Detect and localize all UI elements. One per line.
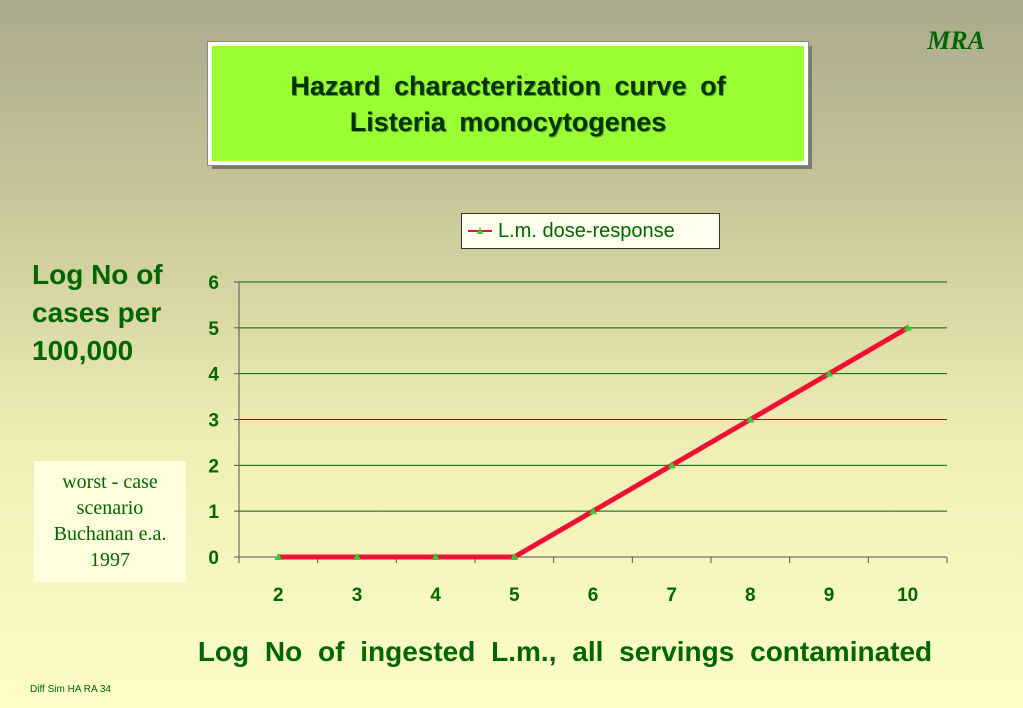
y-tick-label: 0 — [208, 548, 219, 569]
data-point — [274, 553, 283, 560]
note-box: worst - case scenario Buchanan e.a. 1997 — [34, 461, 186, 582]
legend-swatch-icon — [468, 227, 492, 234]
y-tick-label: 1 — [208, 502, 219, 523]
data-point — [825, 369, 833, 377]
y-tick-label: 4 — [208, 365, 219, 386]
series-line — [278, 325, 909, 560]
title-box: Hazard characterization curve of Listeri… — [207, 41, 809, 166]
y-tick-label: 6 — [208, 273, 219, 294]
footer-text: Diff Sim HA RA 34 — [30, 684, 111, 695]
data-point — [903, 323, 912, 331]
note-line-1: worst - case — [62, 471, 158, 493]
x-tick-label: 2 — [273, 585, 284, 606]
note-line-3: Buchanan e.a. — [53, 523, 167, 545]
x-tick-label: 4 — [430, 585, 441, 606]
note-line-4: 1997 — [90, 549, 130, 571]
x-tick-label: 9 — [824, 585, 835, 606]
data-point — [667, 461, 676, 469]
x-tick-label: 5 — [509, 585, 520, 606]
x-tick-label: 3 — [352, 585, 363, 606]
brand-logo: MRA — [927, 26, 985, 55]
chart-title: Hazard characterization curve of Listeri… — [290, 70, 726, 137]
x-tick-label: 8 — [745, 585, 756, 606]
y-axis-label: Log No of cases per 100,000 — [32, 259, 163, 366]
data-point — [510, 553, 519, 560]
legend-label: L.m. dose-response — [498, 219, 675, 242]
data-point — [746, 415, 755, 423]
x-tick-label: 7 — [666, 585, 677, 606]
y-tick-label: 2 — [208, 456, 219, 477]
x-axis-label: Log No of ingested L.m., all servings co… — [197, 636, 933, 667]
x-tick-label: 6 — [588, 585, 599, 606]
data-point — [353, 553, 361, 560]
y-tick-label: 3 — [208, 411, 219, 432]
x-tick-label: 10 — [897, 585, 918, 606]
legend: L.m. dose-response — [461, 213, 720, 249]
note-line-2: scenario — [76, 497, 144, 519]
y-tick-label: 5 — [208, 319, 219, 340]
data-point — [589, 507, 597, 515]
data-point — [431, 553, 440, 560]
